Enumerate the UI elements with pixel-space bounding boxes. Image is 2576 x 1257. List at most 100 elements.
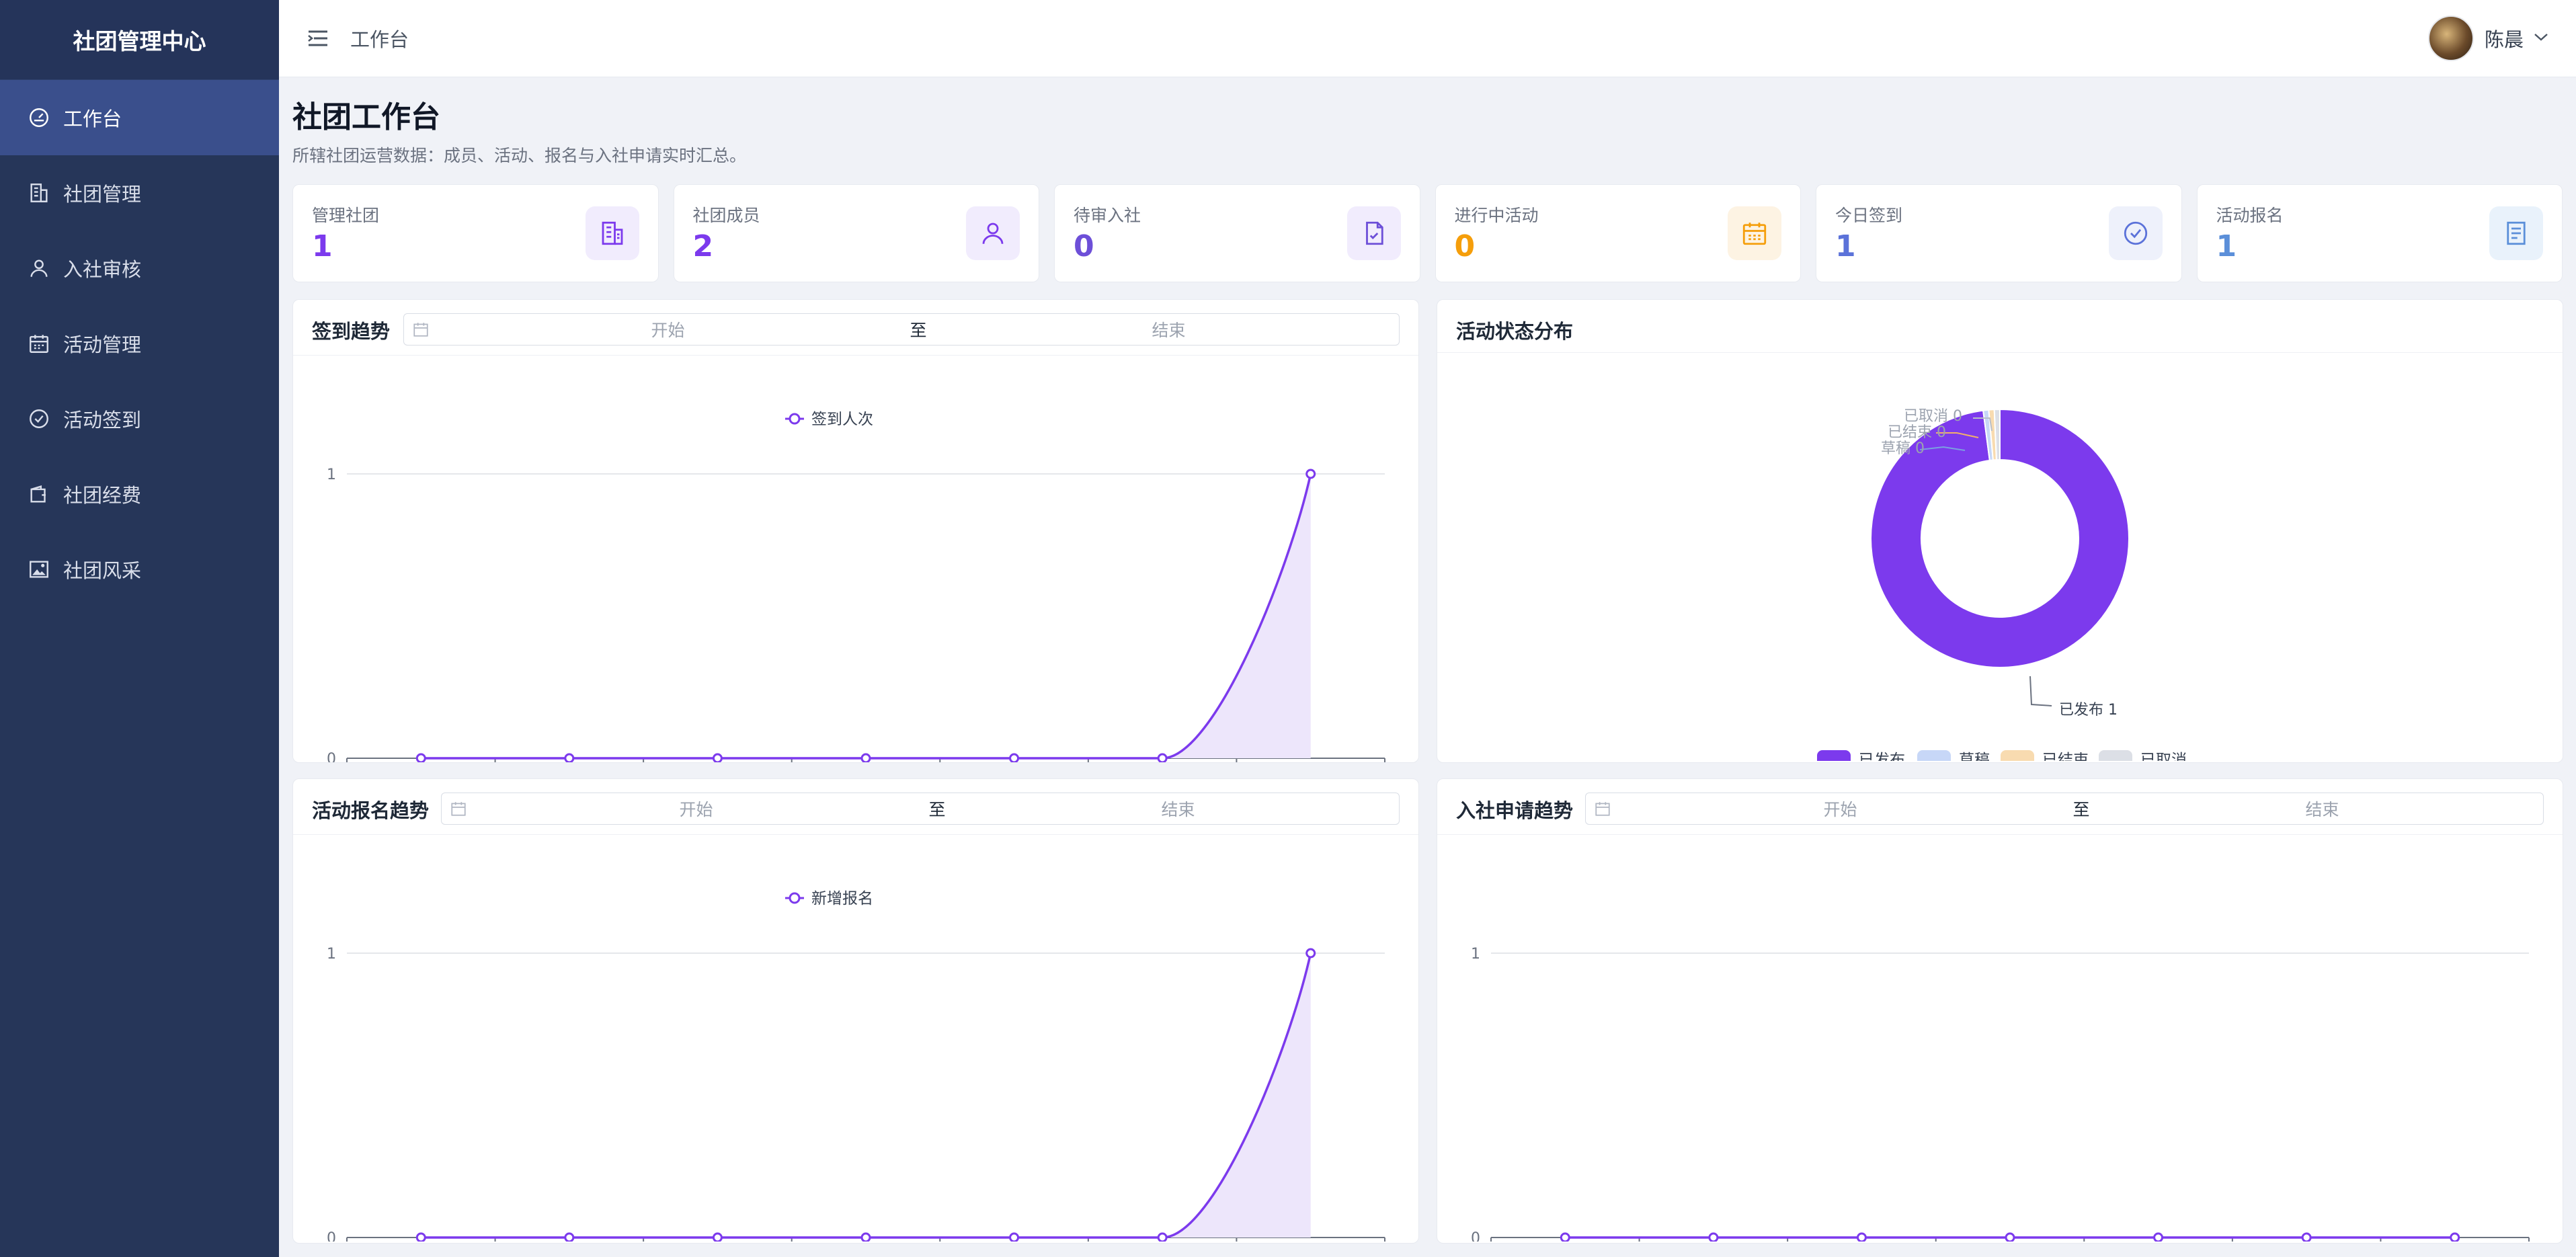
- date-range-picker[interactable]: 开始 至 结束: [441, 793, 1400, 825]
- sidebar-item-label: 入社审核: [63, 258, 142, 281]
- data-point: [415, 1232, 426, 1242]
- data-point: [1560, 1232, 1570, 1242]
- stat-card-ongoing-activities: 进行中活动 0: [1435, 184, 1801, 282]
- document-icon: [2489, 206, 2543, 260]
- pie-label: 已发布 1: [2059, 702, 2118, 719]
- pie-leader-line: [1936, 432, 1979, 438]
- panel-header: 活动报名趋势 开始 至 结束: [293, 779, 1418, 835]
- sidebar-menu: 工作台 社团管理 入社审核 活动管理 活动签到: [0, 80, 279, 607]
- sidebar-item-label: 活动管理: [63, 333, 142, 356]
- pie-slice: [1993, 408, 2001, 461]
- range-end-input[interactable]: 结束: [1152, 321, 1186, 340]
- user-name: 陈晨: [2484, 28, 2524, 51]
- sidebar-item-gallery[interactable]: 社团风采: [0, 532, 279, 607]
- y-tick-label: 1: [1471, 946, 1480, 963]
- pie-label: 已取消 0: [1904, 408, 1962, 425]
- legend-label: 草稿: [1959, 752, 1990, 761]
- date-range-picker[interactable]: 开始 至 结束: [403, 313, 1400, 346]
- wallet-icon: [27, 482, 51, 506]
- stat-card-today-checkin: 今日签到 1: [1816, 184, 2182, 282]
- sidebar-item-dashboard[interactable]: 工作台: [0, 80, 279, 155]
- stat-label: 管理社团: [312, 206, 380, 225]
- stat-value: 0: [1454, 229, 1476, 263]
- check-circle-icon: [27, 407, 51, 431]
- legend-label: 已发布: [1859, 752, 1905, 761]
- file-check-icon: [1346, 206, 1401, 260]
- legend-swatch: [2001, 750, 2034, 761]
- data-point: [860, 1232, 871, 1242]
- legend-label: 已取消: [2140, 752, 2187, 761]
- dashboard-icon: [27, 106, 51, 130]
- user-icon: [966, 206, 1020, 260]
- join-trend-chart: 0106-2906-3007-0107-0207-0307-0407-05: [1471, 946, 2530, 1242]
- y-tick-label: 0: [1471, 1230, 1480, 1242]
- menu-toggle-icon[interactable]: [306, 26, 330, 50]
- data-point: [564, 753, 575, 762]
- y-tick-label: 0: [327, 1230, 336, 1242]
- stat-card-members: 社团成员 2: [673, 184, 1039, 282]
- panel-signup-trend: 活动报名趋势 开始 至 结束 0106-2906-3007-0107-0207-…: [292, 778, 1419, 1244]
- pie-label: 草稿 0: [1881, 440, 1925, 457]
- pie-label: 已结束 0: [1888, 424, 1946, 441]
- panel-activity-status: 活动状态分布 已发布 1 草稿 0 已结束 0 已取消 0 已发布 草稿 已结束 已取消: [1437, 299, 2563, 763]
- panel-title: 活动状态分布: [1456, 320, 1574, 343]
- series-line: [421, 952, 1312, 1239]
- panel-join-trend: 入社申请趋势 开始 至 结束 0106-2906-3007-0107-0207-…: [1437, 778, 2563, 1244]
- stat-cards: 管理社团 1 社团成员 2 待审入社 0 进行中活动 0 今日签到 1 活动报名: [292, 184, 2563, 282]
- stat-label: 进行中活动: [1454, 206, 1539, 225]
- range-start-input[interactable]: 开始: [1823, 800, 1857, 819]
- sidebar-item-label: 社团风采: [63, 559, 142, 582]
- sidebar-item-label: 工作台: [63, 108, 122, 130]
- range-separator: 至: [2072, 800, 2090, 819]
- sidebar-item-join-review[interactable]: 入社审核: [0, 231, 279, 306]
- sidebar-item-funds[interactable]: 社团经费: [0, 456, 279, 532]
- sidebar-item-activities[interactable]: 活动管理: [0, 306, 279, 381]
- page-title: 社团工作台: [292, 100, 440, 134]
- user-icon: [27, 256, 51, 280]
- data-point: [564, 1232, 575, 1242]
- range-start-input[interactable]: 开始: [679, 800, 713, 819]
- stat-label: 活动报名: [2216, 206, 2284, 225]
- legend-swatch: [2099, 750, 2132, 761]
- data-point: [1157, 1232, 1168, 1242]
- calendar-icon: [1728, 206, 1781, 260]
- pie-slice: [1870, 408, 2130, 668]
- stat-value: 1: [312, 229, 333, 263]
- stat-label: 今日签到: [1835, 206, 1903, 225]
- data-point: [1708, 1232, 1719, 1242]
- data-point: [1305, 469, 1316, 479]
- calendar-icon: [442, 800, 475, 817]
- range-separator: 至: [928, 800, 946, 819]
- chevron-down-icon: [2533, 32, 2549, 45]
- range-end-input[interactable]: 结束: [2305, 800, 2339, 819]
- signup-trend-chart: 0106-2906-3007-0107-0207-0307-0407-05新增报…: [327, 890, 1385, 1242]
- range-start-input[interactable]: 开始: [651, 321, 685, 340]
- pie-leader-line: [1973, 417, 1993, 432]
- sidebar-item-label: 活动签到: [63, 409, 142, 432]
- y-tick-label: 1: [327, 946, 336, 963]
- range-end-input[interactable]: 结束: [1161, 800, 1195, 819]
- series-area: [421, 474, 1311, 758]
- calendar-icon: [27, 331, 51, 356]
- user-menu[interactable]: 陈晨: [2427, 15, 2549, 61]
- data-point: [415, 753, 426, 762]
- stat-label: 社团成员: [692, 206, 760, 225]
- pie-leader-line: [2029, 676, 2052, 706]
- building-icon: [27, 181, 51, 205]
- date-range-picker[interactable]: 开始 至 结束: [1585, 793, 2544, 825]
- data-point: [1009, 753, 1020, 762]
- data-point: [860, 753, 871, 762]
- sidebar-item-clubs[interactable]: 社团管理: [0, 155, 279, 231]
- legend-marker: [789, 413, 801, 425]
- legend-label: 新增报名: [811, 890, 873, 907]
- data-point: [2153, 1232, 2164, 1242]
- chart-legend: 新增报名: [785, 890, 873, 907]
- sidebar-item-checkin[interactable]: 活动签到: [0, 381, 279, 456]
- legend-marker: [789, 892, 801, 904]
- series-line: [421, 473, 1312, 760]
- y-tick-label: 0: [327, 751, 336, 762]
- panel-header: 活动状态分布: [1437, 300, 2563, 353]
- legend-swatch: [1917, 750, 1951, 761]
- brand-title: 社团管理中心: [0, 0, 279, 80]
